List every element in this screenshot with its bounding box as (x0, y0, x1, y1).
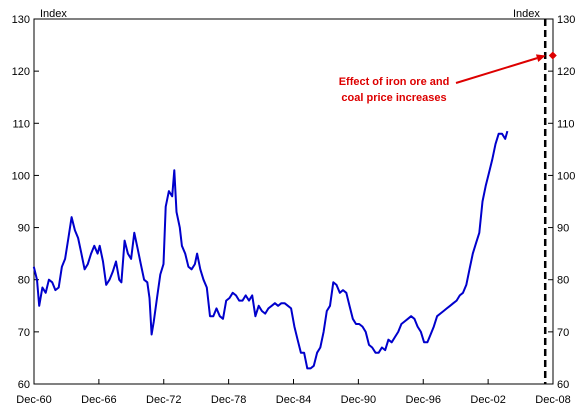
series-line (32, 130, 509, 370)
y-tick-label-left: 80 (18, 275, 30, 287)
y-tick-label-left: 130 (12, 14, 30, 26)
x-tick-label: Dec-96 (406, 394, 441, 406)
left-axis-unit-label: Index (40, 8, 67, 20)
x-axis: Dec-60 Dec-66 Dec-72 Dec-78 Dec-84 Dec-90 Dec-… (16, 379, 571, 406)
x-tick-label: Dec-78 (211, 394, 246, 406)
x-tick-label: Dec-84 (276, 394, 311, 406)
left-y-axis: 60 70 80 90 100 110 120 130 (12, 14, 39, 391)
right-y-axis: 60 70 80 90 100 110 120 130 (548, 14, 575, 391)
plot-frame (33, 18, 554, 385)
y-tick-label-right: 60 (557, 379, 569, 391)
x-tick-label: Dec-60 (16, 394, 51, 406)
y-tick-label-right: 80 (557, 275, 569, 287)
y-tick-label-left: 120 (12, 66, 30, 78)
y-tick-label-right: 100 (557, 170, 575, 182)
x-tick-label: Dec-02 (470, 394, 505, 406)
y-tick-label-right: 90 (557, 223, 569, 235)
annotation-text-line-2: coal price increases (341, 92, 446, 104)
y-tick-label-right: 70 (557, 327, 569, 339)
annotation-arrowhead (535, 54, 546, 62)
y-tick-label-left: 90 (18, 223, 30, 235)
annotation: Effect of iron ore and coal price increa… (339, 54, 546, 104)
annotation-arrow (455, 57, 538, 84)
x-tick-label: Dec-72 (146, 394, 181, 406)
x-tick-label: Dec-90 (341, 394, 376, 406)
x-tick-label: Dec-08 (535, 394, 570, 406)
y-tick-label-left: 60 (18, 379, 30, 391)
forecast-marker (548, 51, 557, 60)
y-tick-label-left: 70 (18, 327, 30, 339)
annotation-text-line-1: Effect of iron ore and (339, 76, 450, 88)
y-tick-label-left: 110 (12, 118, 30, 130)
plot-area-border (33, 18, 554, 385)
y-tick-label-right: 130 (557, 14, 575, 26)
x-tick-label: Dec-66 (81, 394, 116, 406)
right-axis-unit-label: Index (513, 8, 540, 20)
y-tick-label-right: 120 (557, 66, 575, 78)
y-tick-label-left: 100 (12, 170, 30, 182)
y-tick-label-right: 110 (557, 118, 575, 130)
